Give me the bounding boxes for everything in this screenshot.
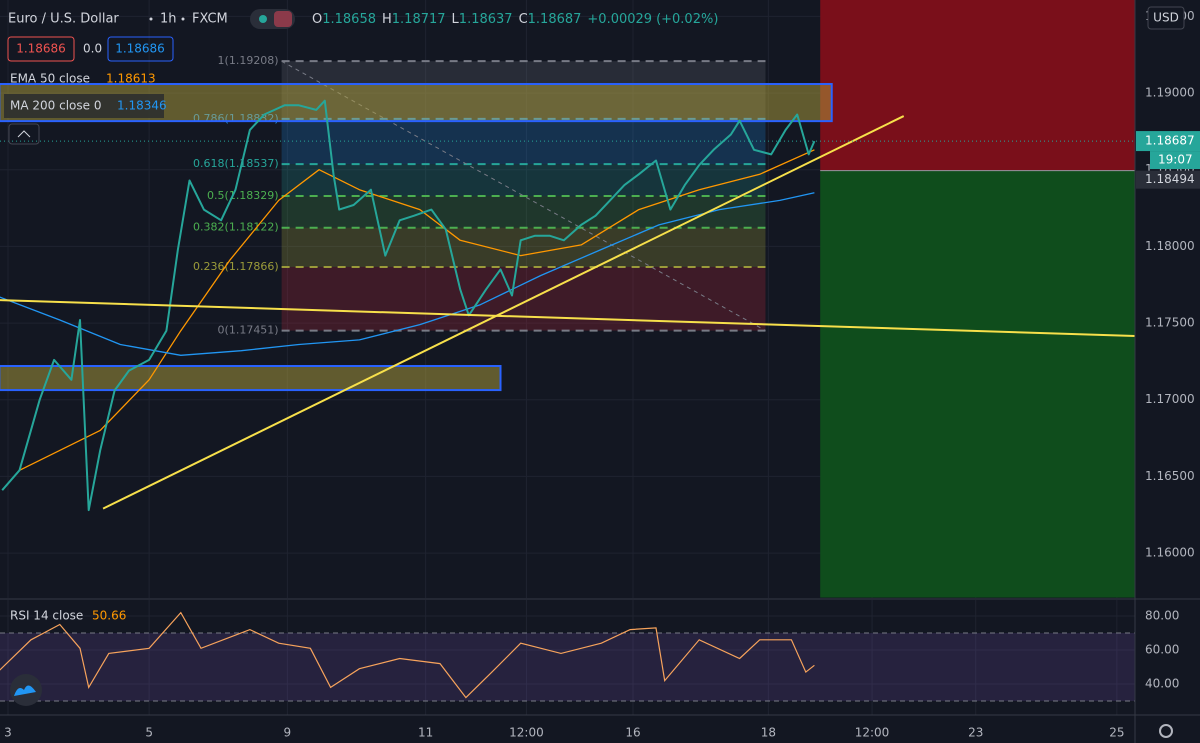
rsi-legend: RSI 14 close xyxy=(10,609,83,623)
x-tick-label: 3 xyxy=(4,726,12,740)
countdown: 19:07 xyxy=(1158,153,1193,167)
rsi-band xyxy=(0,633,1135,702)
ma-line xyxy=(19,149,815,471)
last-price-badge xyxy=(1136,131,1200,152)
trend-line xyxy=(102,115,905,510)
ma-value: 1.18346 xyxy=(117,99,167,113)
x-tick-label: 11 xyxy=(418,726,433,740)
rsi-pane xyxy=(0,600,1135,715)
quote-value: 1.18637 xyxy=(459,12,513,27)
rsi-tick-label: 80.00 xyxy=(1145,608,1179,622)
fib-band xyxy=(281,227,766,267)
quote-value: 1.18658 xyxy=(322,12,376,27)
trend-line xyxy=(0,299,1135,338)
price-line xyxy=(1,99,816,512)
entry-price: 1.18494 xyxy=(1145,172,1195,186)
fib-label: 0.382(1.18122) xyxy=(193,221,279,234)
main-pane: 1(1.19208)0.786(1.18832)0.618(1.18537)0.… xyxy=(0,0,1135,598)
spread: 0.0 xyxy=(83,42,102,56)
fib-label: 0(1.17451) xyxy=(218,324,279,337)
x-tick-label: 23 xyxy=(968,726,983,740)
source: FXCM xyxy=(192,12,228,27)
fib-label: 1(1.19208) xyxy=(218,54,279,67)
ema-value: 1.18613 xyxy=(106,72,156,86)
target-zone xyxy=(820,170,1135,598)
fib-band xyxy=(281,195,766,228)
y-tick-label: 1.16500 xyxy=(1145,469,1195,483)
separator xyxy=(149,17,153,21)
quote-label: O xyxy=(312,12,322,27)
quote-value: 1.18687 xyxy=(528,12,582,27)
status-icon xyxy=(274,11,292,27)
x-tick-label: 12:00 xyxy=(509,726,544,740)
collapse-button[interactable] xyxy=(8,123,40,145)
x-tick-label: 12:00 xyxy=(855,726,890,740)
ma-legend-bg xyxy=(4,94,164,118)
currency-badge xyxy=(1147,6,1185,30)
logo xyxy=(14,685,36,696)
x-tick-label: 25 xyxy=(1109,726,1124,740)
y-tick-label: 1.18000 xyxy=(1145,239,1195,253)
fib-band xyxy=(281,266,766,331)
settings-icon[interactable] xyxy=(1159,724,1173,738)
quote-label: H xyxy=(382,12,392,27)
currency: USD xyxy=(1153,11,1179,25)
rsi-tick-label: 40.00 xyxy=(1145,677,1179,691)
y-tick-label: 1.17000 xyxy=(1145,392,1195,406)
rsi-tick-label: 60.00 xyxy=(1145,643,1179,657)
y-tick-label: 1.19000 xyxy=(1145,86,1195,100)
stop-zone xyxy=(820,0,1135,171)
buy-price: 1.18686 xyxy=(115,42,165,56)
quote-label: C xyxy=(519,12,528,27)
quote-value: 1.18717 xyxy=(392,12,446,27)
x-tick-label: 9 xyxy=(284,726,292,740)
countdown-badge xyxy=(1150,151,1200,170)
entry-badge xyxy=(1136,170,1200,189)
status-dot xyxy=(259,15,267,23)
fib-label: 0.618(1.18537) xyxy=(193,157,279,170)
ema-legend: EMA 50 close xyxy=(10,72,90,86)
y-tick-label: 1.16000 xyxy=(1145,546,1195,560)
rsi-line xyxy=(0,611,815,699)
symbol-title: Euro / U.S. Dollar xyxy=(8,12,119,27)
collapse-icon xyxy=(17,130,31,138)
zone xyxy=(0,365,502,392)
quote-change-pct: (+0.02%) xyxy=(656,12,718,27)
rsi-value: 50.66 xyxy=(92,609,126,623)
last-price: 1.18687 xyxy=(1145,134,1195,148)
x-tick-label: 18 xyxy=(761,726,776,740)
x-tick-label: 5 xyxy=(145,726,153,740)
sell-button[interactable] xyxy=(7,36,75,62)
ma-legend: MA 200 close 0 xyxy=(10,99,101,113)
interval: 1h xyxy=(160,12,177,27)
fib-label: 0.5(1.18329) xyxy=(207,189,279,202)
quote-label: L xyxy=(452,12,460,27)
quote-change: +0.00029 xyxy=(587,12,652,27)
fib-label: 0.236(1.17866) xyxy=(193,260,279,273)
sell-price: 1.18686 xyxy=(16,42,66,56)
x-tick-label: 16 xyxy=(625,726,640,740)
y-tick-label: 1.17500 xyxy=(1145,316,1195,330)
buy-button[interactable] xyxy=(107,36,174,62)
quote: O1.18658 H1.18717 L1.18637 C1.18687 +0.00029… xyxy=(312,12,718,27)
separator xyxy=(181,17,185,21)
ma-line xyxy=(0,192,815,356)
